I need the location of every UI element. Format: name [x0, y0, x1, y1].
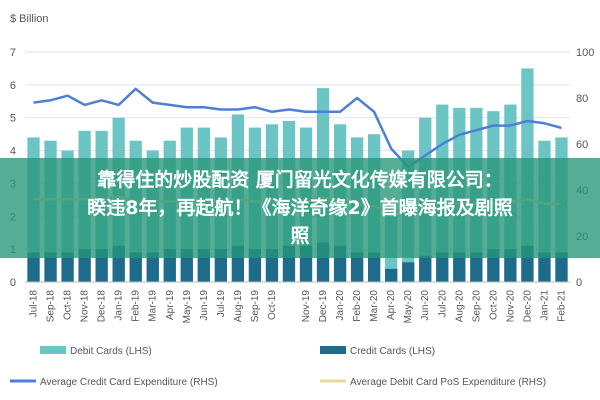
x-axis-tick-label: Oct-20 [488, 290, 499, 320]
credit-card-bar [146, 252, 159, 282]
credit-card-bar [368, 252, 381, 282]
x-axis-tick-label: Aug-19 [233, 290, 244, 323]
x-axis-tick-label: Jan-21 [539, 290, 550, 321]
headline-line-1: 靠得住的炒股配资 厦门留光文化传媒有限公司： [97, 169, 503, 191]
x-axis-tick-label: Nov-19 [301, 290, 312, 323]
x-axis-tick-label: May-20 [403, 290, 414, 324]
x-axis-tick-label: Dec-20 [522, 290, 533, 323]
x-axis-tick-label: Nov-18 [80, 290, 91, 323]
credit-card-bar [44, 252, 57, 282]
x-axis-tick-label: Jul-20 [437, 290, 448, 318]
left-axis-tick-label: 0 [10, 277, 16, 289]
left-axis-tick-label: 5 [10, 113, 16, 125]
credit-card-bar [129, 252, 142, 282]
x-axis-tick-label: Apr-20 [386, 290, 397, 320]
x-axis-tick-label: Jun-19 [199, 290, 210, 321]
headline-line-2: 睽违8年，再起航！《海洋奇缘2》首曝海报及剧照 [87, 197, 513, 219]
x-axis-tick-label: Oct-18 [63, 290, 74, 320]
credit-card-bar [538, 252, 551, 282]
legend: Debit Cards (LHS) Credit Cards (LHS) Avera… [10, 346, 546, 388]
right-axis-tick-label: 60 [576, 139, 588, 151]
x-axis-tick-label: Feb-19 [131, 290, 142, 322]
x-axis-tick-label: Jul-18 [29, 290, 40, 318]
credit-card-bar [27, 252, 40, 282]
x-axis-tick-label: Sep-20 [471, 290, 482, 323]
credit-card-bar [402, 262, 415, 282]
headline-line-3: 照 [290, 225, 310, 247]
credit-card-bar [555, 252, 568, 282]
credit-card-bar [453, 252, 466, 282]
x-axis-tick-label: Feb-20 [352, 290, 363, 322]
credit-card-bar [470, 252, 483, 282]
x-axis-tick-label: Sep-19 [250, 290, 261, 323]
left-axis-tick-label: 4 [10, 146, 16, 158]
right-axis-tick-label: 100 [576, 47, 594, 59]
x-axis-tick-label: Jan-19 [114, 290, 125, 321]
x-axis-tick-label: Nov-20 [505, 290, 516, 323]
credit-card-bar [419, 255, 432, 282]
x-axis-tick-label: Jul-19 [216, 290, 227, 318]
legend-label: Debit Cards (LHS) [70, 346, 152, 357]
x-axis-tick-label: May-19 [182, 290, 193, 324]
x-axis-tick-label: Jan-20 [335, 290, 346, 321]
x-axis-tick-label: Dec-19 [318, 290, 329, 323]
legend-label: Average Debit Card PoS Expenditure (RHS) [350, 377, 546, 388]
right-axis-tick-label: 80 [576, 93, 588, 105]
x-axis-tick-label: Mar-20 [369, 290, 380, 322]
x-axis-tick-label: Sep-18 [46, 290, 57, 323]
left-axis-tick-label: 6 [10, 80, 16, 92]
x-axis-tick-label: Feb-21 [556, 290, 567, 322]
credit-card-bar [350, 252, 364, 282]
legend-swatch [320, 346, 346, 354]
legend-label: Credit Cards (LHS) [350, 346, 435, 357]
legend-swatch [40, 346, 66, 354]
legend-label: Average Credit Card Expenditure (RHS) [40, 377, 218, 388]
x-axis-tick-label: Aug-20 [454, 290, 465, 323]
credit-card-bar [385, 268, 398, 282]
left-axis-unit-label: $ Billion [10, 13, 49, 25]
avg-credit-expenditure-line [33, 87, 562, 169]
credit-card-bar [436, 252, 449, 282]
x-axis-tick-label: Mar-19 [148, 290, 159, 322]
headline-overlay-banner: 靠得住的炒股配资 厦门留光文化传媒有限公司： 睽违8年，再起航！《海洋奇缘2》首… [0, 158, 600, 258]
credit-card-bar [61, 252, 74, 282]
right-axis-tick-label: 0 [576, 277, 582, 289]
x-axis-tick-label: Apr-19 [165, 290, 176, 320]
x-axis-tick-label: Jun-20 [420, 290, 431, 321]
x-axis-tick-label: Dec-18 [97, 290, 108, 323]
x-axis-tick-label: Oct-19 [267, 290, 278, 320]
left-axis-tick-label: 7 [10, 47, 16, 59]
